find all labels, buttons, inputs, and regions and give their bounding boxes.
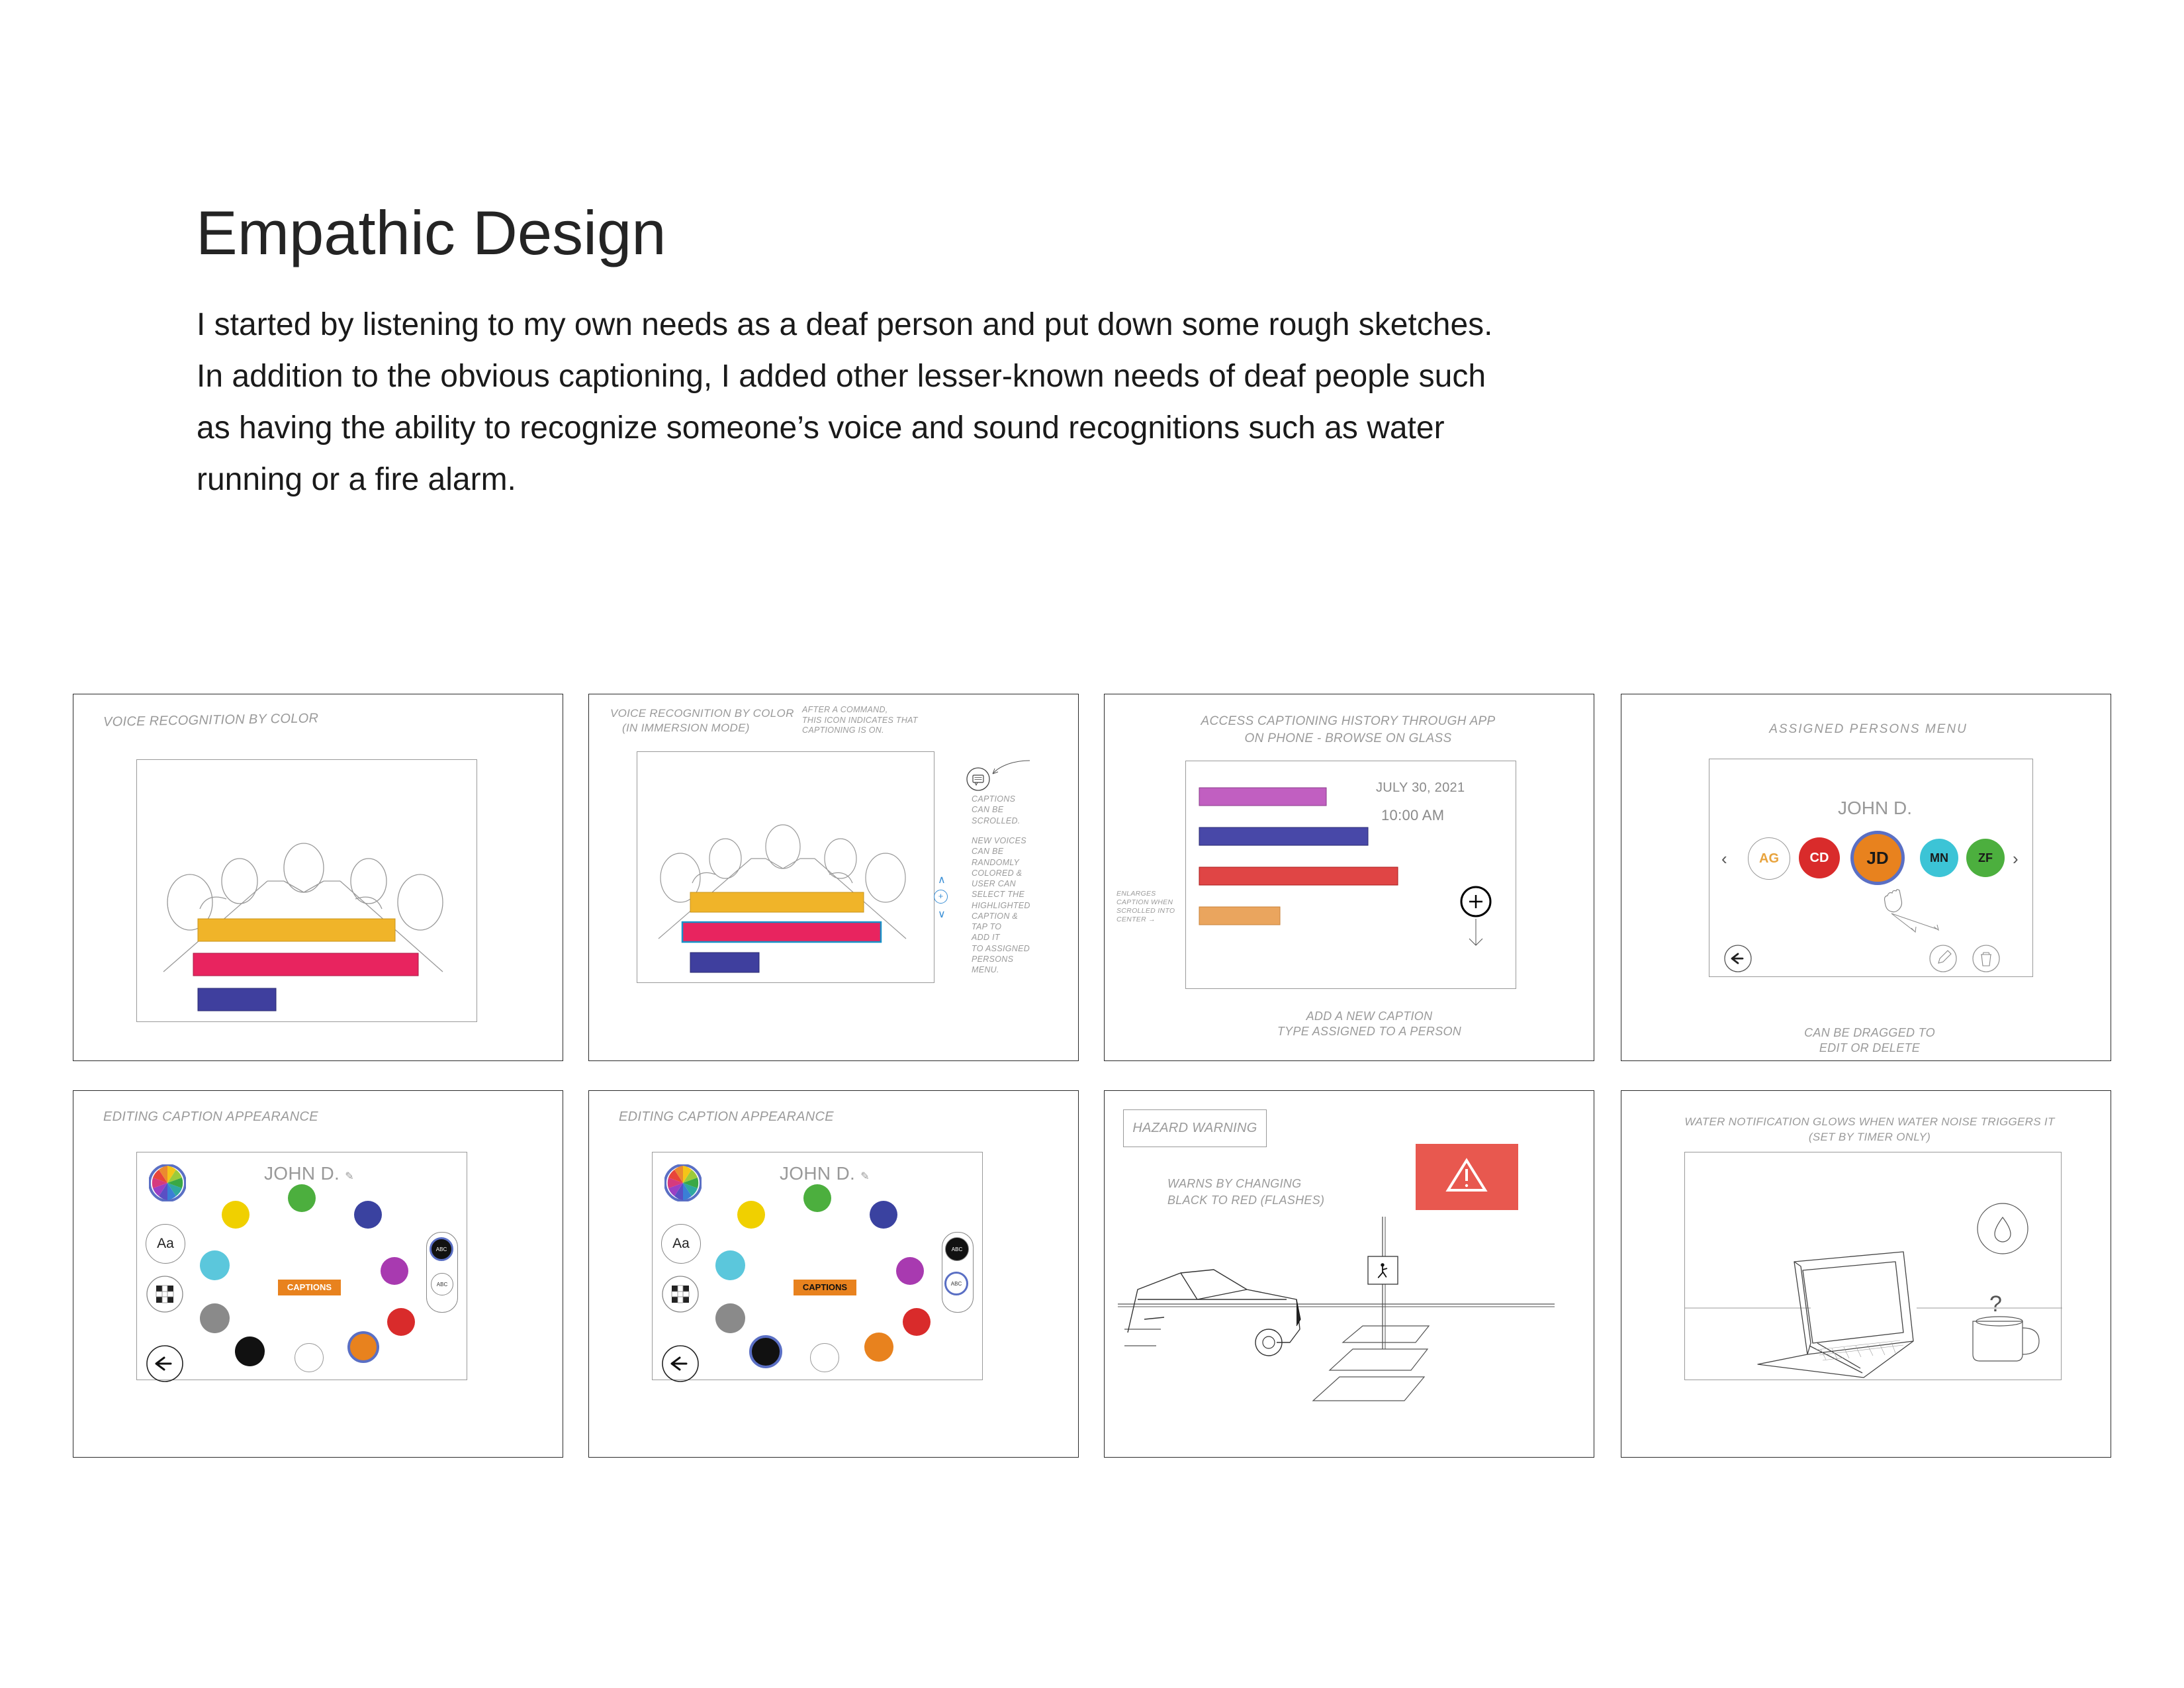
svg-text:?: ? [1989,1291,2002,1317]
